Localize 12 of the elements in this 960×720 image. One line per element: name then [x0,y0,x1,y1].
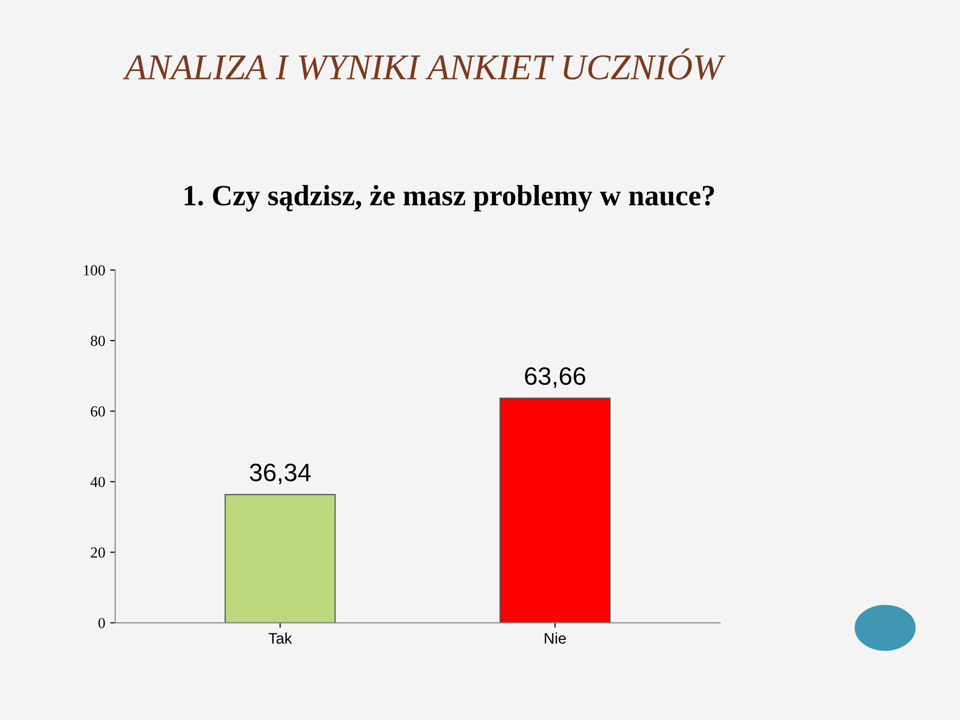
y-tick-label: 100 [84,265,105,276]
y-tick-label: 20 [90,547,105,558]
x-tick-label: Tak [268,632,292,644]
data-label: 63,66 [525,367,586,388]
y-tick-label: 40 [90,476,105,488]
y-tick-label: 80 [90,336,105,346]
chart-title: ANALIZA I WYNIKI ANKIET UCZNIÓW [122,48,726,80]
y-tick-label: 60 [90,406,105,417]
x-tick-label: Nie [544,632,566,644]
chart-subtitle: 1. Czy sądzisz, że masz problemy w nauce? [184,184,714,212]
data-label: 36,34 [250,464,311,484]
y-tick-label: 0 [98,618,105,628]
